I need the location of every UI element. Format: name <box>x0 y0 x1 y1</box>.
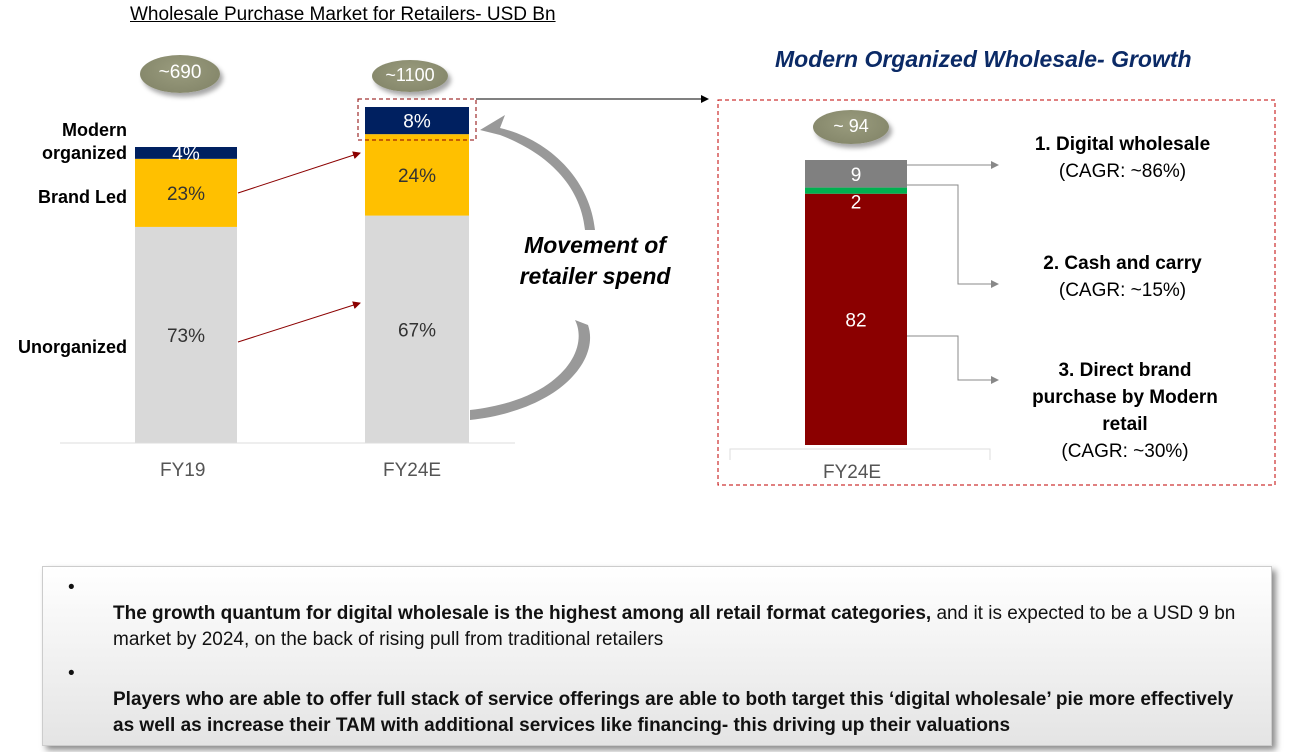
total-bubble-fy19: ~690 <box>140 55 220 93</box>
category-fy19: FY19 <box>160 460 206 481</box>
connector-cash-carry <box>907 184 999 288</box>
bar-value-label: 9 <box>851 165 862 186</box>
legend-cash-carry: 2. Cash and carry (CAGR: ~15%) <box>1043 253 1202 301</box>
shift-arrow-brand <box>237 151 361 194</box>
total-bubble-right: ~ 94 <box>813 110 889 144</box>
left-chart-title: Wholesale Purchase Market for Retailers-… <box>130 4 556 25</box>
bar-value-label: 82 <box>845 310 866 331</box>
movement-annotation: Movement of retailer spend <box>519 232 671 289</box>
total-bubble-fy24e: ~1100 <box>372 60 448 92</box>
bar-fy19-modern-organized <box>135 147 237 159</box>
bar-value-label: 2 <box>851 193 862 214</box>
shift-arrow-unorganized <box>237 301 361 343</box>
category-fy24e: FY24E <box>383 460 442 481</box>
legend-digital-wholesale: 1. Digital wholesale (CAGR: ~86%) <box>1034 134 1211 182</box>
label-unorganized: Unorganized <box>17 337 127 357</box>
label-modern-organized: Modern organized <box>41 120 127 163</box>
note-1: • The growth quantum for digital wholesal… <box>68 577 1236 650</box>
legend-direct-brand: 3. Direct brand purchase by Modern retai… <box>1032 360 1218 462</box>
bar-digital-wholesale <box>805 160 907 188</box>
bar-label: 73% <box>167 326 205 347</box>
bar-fy19-brand-led <box>135 158 237 227</box>
highlight-box <box>357 98 477 141</box>
bar-direct-brand-purchase-by-modern-retail <box>805 193 907 445</box>
note-2: • Players who are able to offer full stac… <box>68 663 1234 736</box>
bar-fy19-unorganized <box>135 226 237 443</box>
curved-arrow-upper <box>480 115 595 230</box>
right-chart-title: Modern Organized Wholesale- Growth <box>775 46 1192 72</box>
connector-direct-brand <box>907 335 999 384</box>
right-panel-border <box>717 99 1276 486</box>
bar-fy24e-unorganized <box>365 215 469 443</box>
label-brand-led: Brand Led <box>37 187 127 207</box>
bar-label: 24% <box>398 166 436 187</box>
right-axis-line <box>729 448 991 460</box>
category-right-fy24e: FY24E <box>823 462 882 483</box>
bar-label: 4% <box>172 144 200 165</box>
bar-fy24e-modern-organized <box>365 107 469 135</box>
bar-cash-and-carry <box>805 187 907 194</box>
curved-arrow-lower <box>470 320 591 420</box>
bar-fy24e-brand-led <box>365 134 469 216</box>
bar-label: 8% <box>403 112 431 133</box>
bar-label: 67% <box>398 320 436 341</box>
chart-canvas: 73% 23% 4% 67% 24% 8% 82 2 9 <box>60 95 1276 486</box>
key-takeaways-box: • The growth quantum for digital wholesal… <box>42 566 1272 746</box>
bar-label: 23% <box>167 184 205 205</box>
